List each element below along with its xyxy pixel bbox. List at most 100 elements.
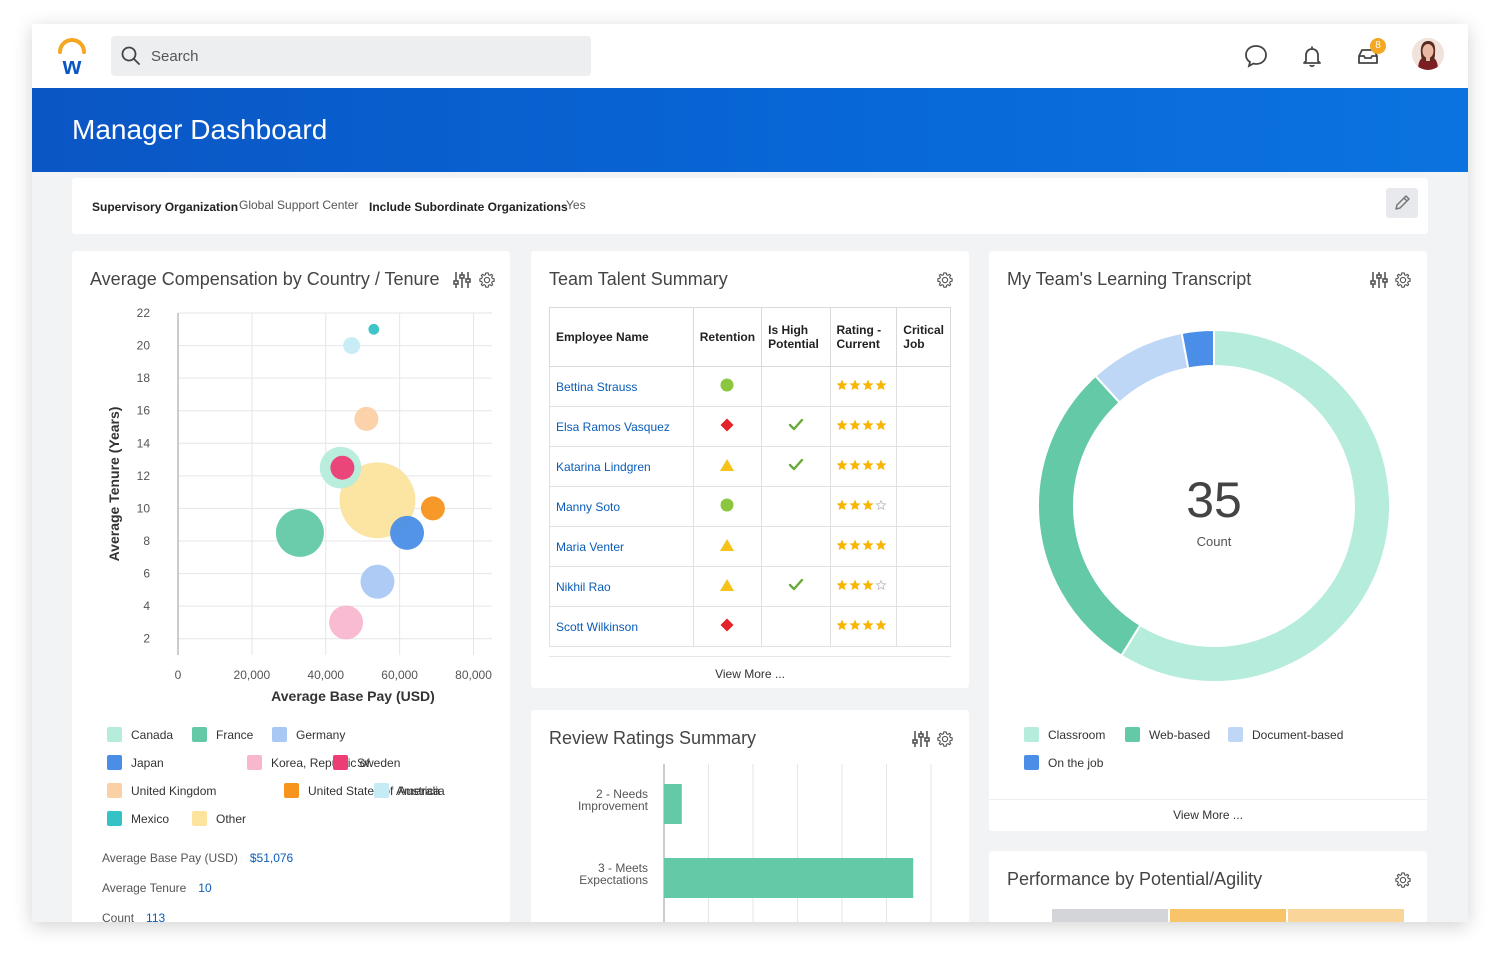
gear-icon[interactable] xyxy=(1394,271,1412,289)
stat-value[interactable]: $51,076 xyxy=(249,851,294,865)
bubble-united-states-of-america[interactable] xyxy=(420,496,445,521)
legend-item[interactable]: Classroom xyxy=(1024,727,1105,742)
legend-item[interactable]: Australia xyxy=(374,783,445,798)
high-potential-cell xyxy=(761,526,831,567)
team-talent-card: Team Talent Summary Employee Name Retenti… xyxy=(531,251,969,688)
gear-icon[interactable] xyxy=(1394,871,1412,889)
inbox-icon[interactable] xyxy=(1354,42,1382,70)
legend-swatch xyxy=(107,783,122,798)
rating-cell xyxy=(829,606,898,647)
employee-link[interactable]: Elsa Ramos Vasquez xyxy=(556,419,670,434)
rating-bar[interactable] xyxy=(664,784,682,824)
bell-icon[interactable] xyxy=(1298,42,1326,70)
bubble-germany[interactable] xyxy=(360,564,395,599)
column-header[interactable]: Retention xyxy=(692,307,763,367)
x-tick-label: 80,000 xyxy=(455,668,492,682)
employee-link[interactable]: Scott Wilkinson xyxy=(556,619,639,634)
workday-logo[interactable]: w xyxy=(54,34,90,78)
table-row[interactable]: Scott Wilkinson xyxy=(549,606,951,647)
critical-job-cell xyxy=(896,526,951,567)
bubble-japan[interactable] xyxy=(390,515,425,550)
table-row[interactable]: Katarina Lindgren xyxy=(549,446,951,487)
performance-cell xyxy=(1170,909,1286,922)
employee-link[interactable]: Maria Venter xyxy=(556,539,625,554)
legend-label: Document-based xyxy=(1252,728,1344,742)
search-placeholder: Search xyxy=(151,48,199,65)
legend-item[interactable]: Other xyxy=(192,811,246,826)
retention-cell xyxy=(692,446,763,487)
stat-value[interactable]: 10 xyxy=(198,881,212,895)
stat-value[interactable]: 113 xyxy=(146,911,166,922)
summary-stat: Average Base Pay (USD) $51,076 xyxy=(102,851,293,865)
x-tick-label: 60,000 xyxy=(381,668,418,682)
view-more-link[interactable]: View More ... xyxy=(715,667,785,681)
avatar[interactable] xyxy=(1412,38,1444,70)
legend-label: France xyxy=(216,728,254,742)
gear-icon[interactable] xyxy=(936,730,954,748)
legend-swatch xyxy=(192,811,207,826)
employee-link[interactable]: Manny Soto xyxy=(556,499,621,514)
legend-item[interactable]: Germany xyxy=(272,727,345,742)
employee-link[interactable]: Katarina Lindgren xyxy=(556,459,651,474)
column-header[interactable]: Critical Job xyxy=(896,307,951,367)
table-row[interactable]: Elsa Ramos Vasquez xyxy=(549,406,951,447)
column-header[interactable]: Rating - Current xyxy=(829,307,898,367)
employee-name-cell: Scott Wilkinson xyxy=(549,606,694,647)
search-input[interactable]: Search xyxy=(111,36,591,76)
legend-item[interactable]: Sweden xyxy=(333,755,400,770)
rating-bar[interactable] xyxy=(664,858,914,898)
chat-icon[interactable] xyxy=(1242,42,1270,70)
table-row[interactable]: Maria Venter xyxy=(549,526,951,567)
employee-link[interactable]: Nikhil Rao xyxy=(556,579,611,594)
donut-slice-classroom[interactable] xyxy=(1119,328,1391,683)
rating-cell xyxy=(829,526,898,567)
filter-icon[interactable] xyxy=(453,271,471,289)
retention-cell xyxy=(692,406,763,447)
legend-item[interactable]: Web-based xyxy=(1125,727,1210,742)
high-potential-cell xyxy=(761,486,831,527)
gear-icon[interactable] xyxy=(936,271,954,289)
pencil-icon xyxy=(1395,195,1410,210)
y-tick-label: 18 xyxy=(137,371,151,385)
column-header[interactable]: Employee Name xyxy=(549,307,694,367)
legend-item[interactable]: United Kingdom xyxy=(107,783,216,798)
retention-triangle-icon xyxy=(720,539,735,551)
y-tick-label: 6 xyxy=(143,567,150,581)
bubble-france[interactable] xyxy=(275,508,324,557)
donut-slice-document-based[interactable] xyxy=(1094,331,1190,404)
y-tick-label: 8 xyxy=(143,534,150,548)
view-more-link[interactable]: View More ... xyxy=(1173,808,1243,822)
edit-filters-button[interactable] xyxy=(1386,188,1418,218)
donut-chart xyxy=(1037,328,1391,683)
donut-legend: Classroom Web-based Document-based On the j… xyxy=(1024,727,1404,787)
retention-cell xyxy=(692,366,763,407)
retention-circle-icon xyxy=(720,378,734,392)
bubble-sweden[interactable] xyxy=(330,455,355,480)
bubble-other[interactable] xyxy=(339,462,416,539)
table-row[interactable]: Nikhil Rao xyxy=(549,566,951,607)
donut-slice-on-the-job[interactable] xyxy=(1180,328,1215,370)
table-header-row: Employee Name Retention Is High Potential R… xyxy=(549,307,951,367)
legend-item[interactable]: Document-based xyxy=(1228,727,1343,742)
retention-triangle-icon xyxy=(720,579,735,591)
legend-item[interactable]: Canada xyxy=(107,727,173,742)
table-row[interactable]: Bettina Strauss xyxy=(549,366,951,407)
legend-item[interactable]: Mexico xyxy=(107,811,169,826)
legend-item[interactable]: France xyxy=(192,727,253,742)
gear-icon[interactable] xyxy=(478,271,496,289)
legend-item[interactable]: Japan xyxy=(107,755,164,770)
bubble-united-kingdom[interactable] xyxy=(354,406,379,431)
filter-icon[interactable] xyxy=(1370,271,1388,289)
bubble-mexico[interactable] xyxy=(368,323,380,335)
legend-item[interactable]: On the job xyxy=(1024,755,1103,770)
employee-link[interactable]: Bettina Strauss xyxy=(556,379,638,394)
bubble-korea-republic-of[interactable] xyxy=(329,605,364,640)
legend-swatch xyxy=(1125,727,1140,742)
bubble-australia[interactable] xyxy=(343,337,361,355)
table-row[interactable]: Manny Soto xyxy=(549,486,951,527)
column-header[interactable]: Is High Potential xyxy=(761,307,831,367)
retention-cell xyxy=(692,606,763,647)
page-title: Manager Dashboard xyxy=(72,114,328,145)
filter-icon[interactable] xyxy=(912,730,930,748)
